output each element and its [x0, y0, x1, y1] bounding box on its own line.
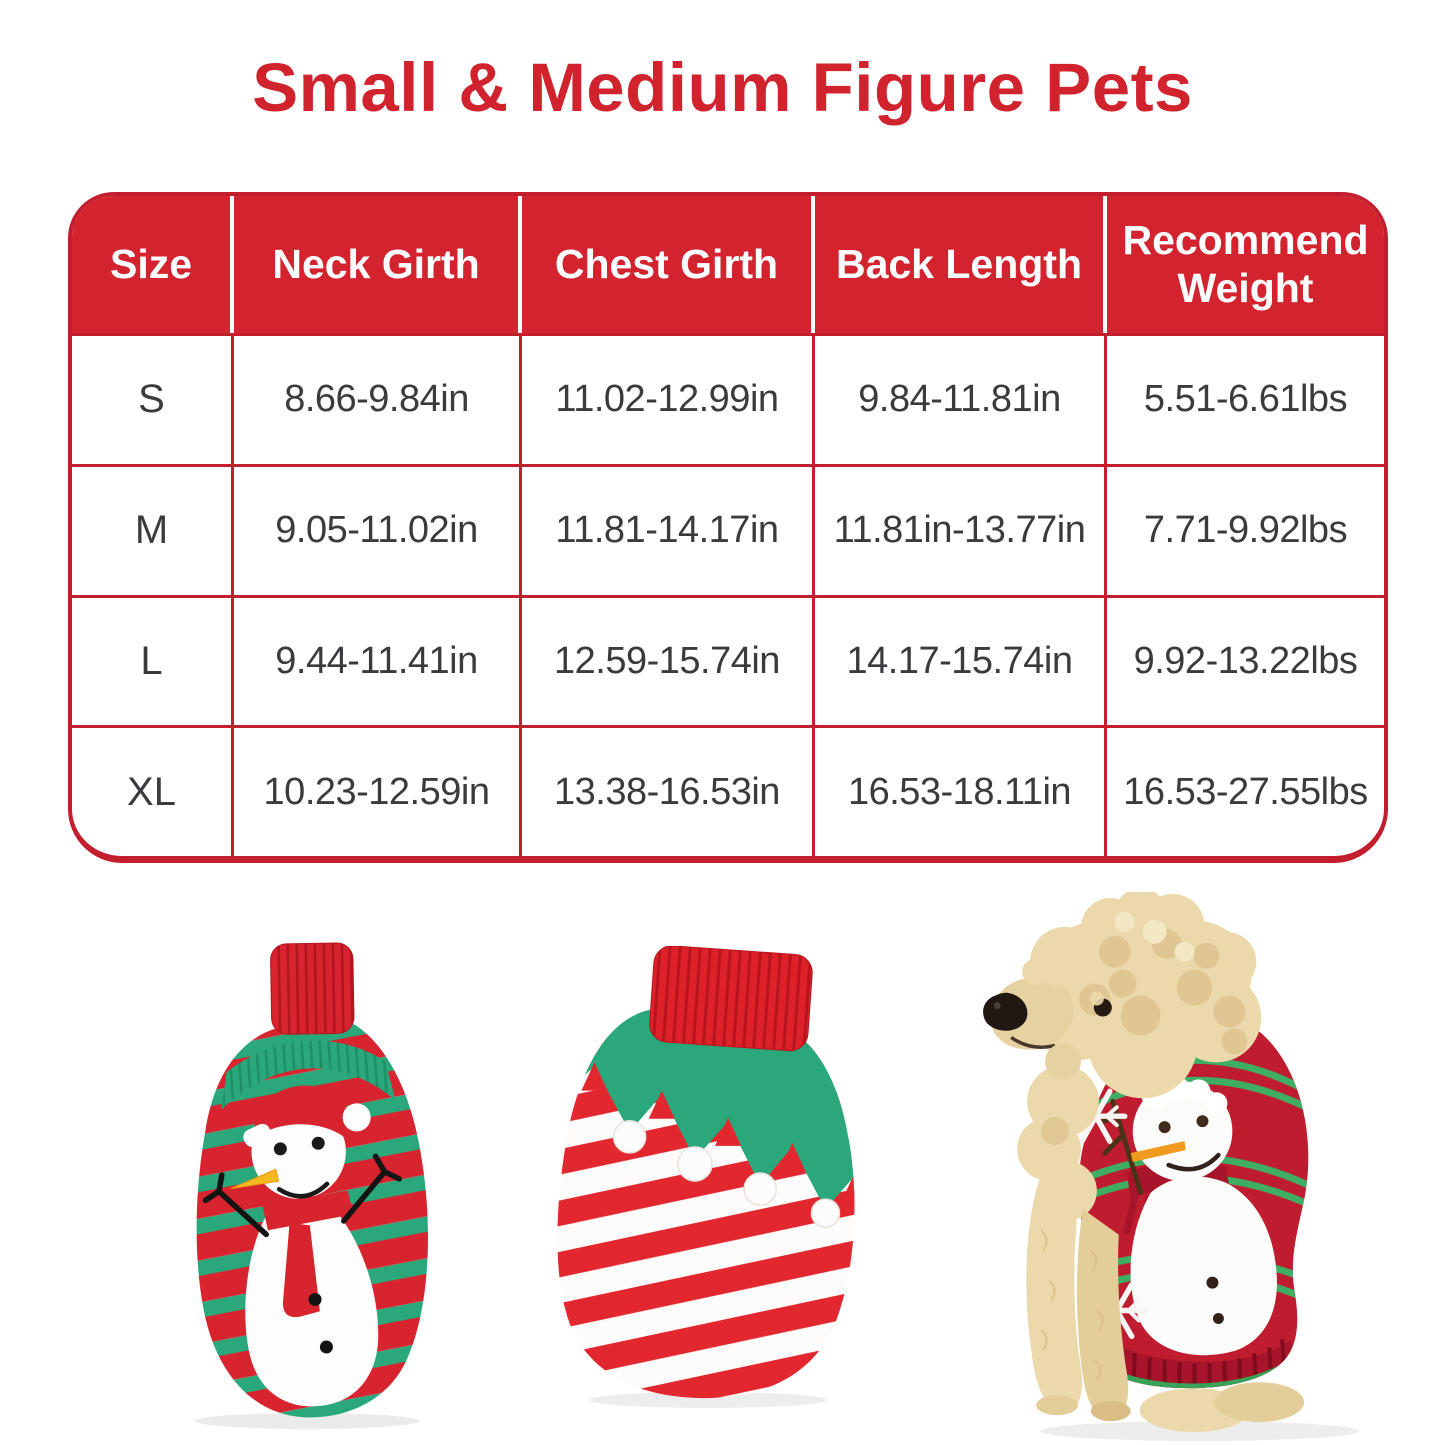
header-cell-chest-girth: Chest Girth — [522, 196, 815, 333]
cell-size-l: L — [72, 594, 235, 726]
cell-chest-l: 12.59-15.74in — [522, 594, 815, 726]
fur-shading — [1078, 928, 1248, 1055]
header-cell-neck-girth: Neck Girth — [234, 196, 522, 333]
cell-back-s: 9.84-11.81in — [814, 333, 1108, 464]
dog-nose — [983, 992, 1028, 1031]
header-cell-back-length: Back Length — [814, 196, 1108, 333]
cell-neck-s: 8.66-9.84in — [234, 333, 522, 464]
cell-size-xl: XL — [72, 725, 235, 856]
cell-neck-xl: 10.23-12.59in — [234, 725, 522, 856]
photo-shadow — [589, 1391, 827, 1408]
cell-size-m: M — [72, 463, 235, 595]
snowman-motif — [1097, 1076, 1277, 1356]
photo-shadow — [194, 1412, 420, 1429]
cell-back-m: 11.81in-13.77in — [814, 463, 1108, 595]
cell-neck-l: 9.44-11.41in — [234, 594, 522, 726]
cell-weight-xl: 16.53-27.55lbs — [1107, 725, 1384, 856]
cell-neck-m: 9.05-11.02in — [234, 463, 522, 595]
header-cell-size: Size — [72, 196, 235, 333]
cell-weight-l: 9.92-13.22lbs — [1107, 594, 1384, 726]
dog-legs — [1017, 1065, 1131, 1422]
cell-chest-s: 11.02-12.99in — [522, 333, 815, 464]
cell-back-xl: 16.53-18.11in — [814, 725, 1108, 856]
cell-weight-m: 7.71-9.92lbs — [1107, 463, 1384, 595]
dog-head — [983, 892, 1262, 1099]
sweater-body-group — [196, 942, 428, 1418]
turtleneck-collar — [649, 946, 813, 1052]
pom-poms — [612, 1120, 841, 1228]
dog-mouth — [1010, 1036, 1056, 1049]
cell-size-s: S — [72, 333, 235, 464]
size-chart-table: Size Neck Girth Chest Girth Back Length … — [68, 192, 1388, 863]
shoulder-band — [221, 1040, 396, 1110]
cell-weight-s: 5.51-6.61lbs — [1107, 333, 1384, 464]
dog-feet — [1139, 1382, 1305, 1433]
cell-back-l: 14.17-15.74in — [814, 594, 1108, 726]
turtleneck-collar — [270, 942, 355, 1035]
cell-chest-xl: 13.38-16.53in — [522, 725, 815, 856]
header-cell-recommend-weight: Recommend Weight — [1107, 196, 1384, 333]
page-title: Small & Medium Figure Pets — [252, 49, 1193, 126]
elf-striped-sweater-photo — [549, 946, 886, 1408]
snowman-motif — [202, 1085, 402, 1407]
snowman-striped-sweater-photo — [178, 938, 445, 1430]
cell-chest-m: 11.81-14.17in — [522, 463, 815, 595]
dog-sweater — [1064, 1009, 1309, 1389]
dog-wearing-snowman-sweater-photo — [944, 892, 1445, 1445]
